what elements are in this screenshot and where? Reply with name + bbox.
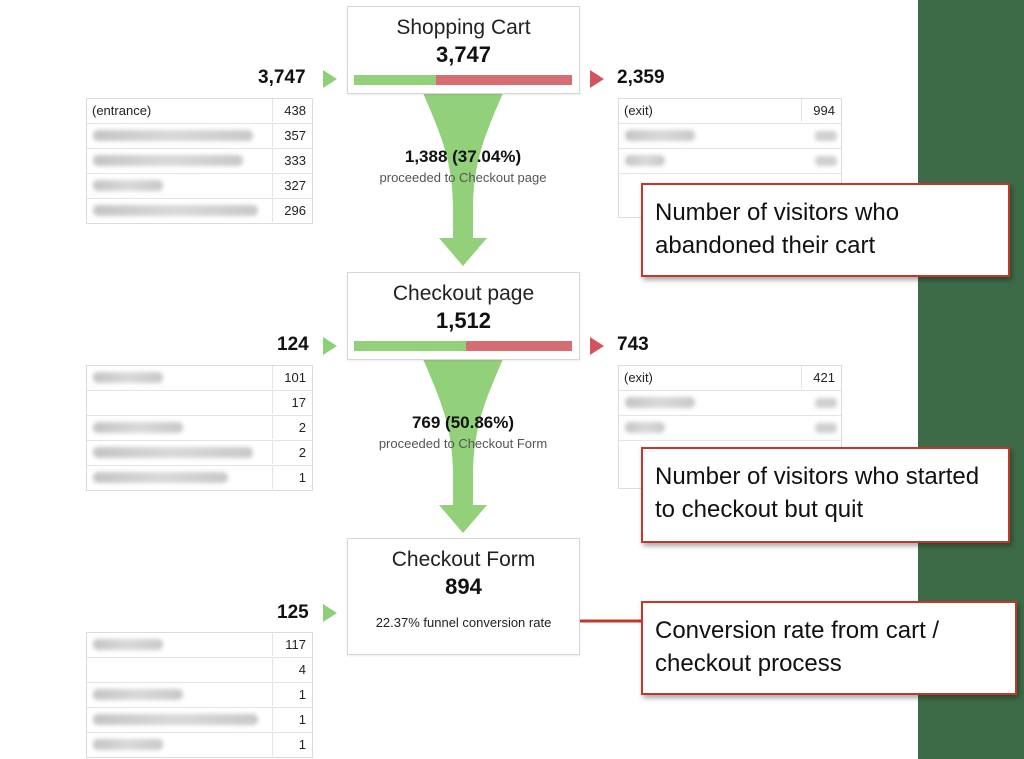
list-item-value: 1 <box>272 733 312 756</box>
list-item[interactable]: 327 <box>87 174 312 199</box>
list-item[interactable]: 4 <box>87 658 312 683</box>
stage-checkout-page[interactable]: Checkout page 1,512 <box>347 272 580 360</box>
stage-entries: 124 <box>277 334 309 355</box>
entrance-list: 101 17 2 2 1 <box>86 365 313 491</box>
callout-checkout-quit: Number of visitors who started to checko… <box>641 447 1010 543</box>
stage-exits: 743 <box>617 334 649 355</box>
transition-label: 769 (50.86%) proceeded to Checkout Form <box>348 413 578 451</box>
list-item-value: 2 <box>272 441 312 464</box>
list-item[interactable] <box>619 149 841 174</box>
list-item[interactable]: 333 <box>87 149 312 174</box>
entrance-list: 117 4 1 1 1 <box>86 632 313 758</box>
list-item-label: (exit) <box>624 370 653 385</box>
list-item[interactable]: 101 <box>87 366 312 391</box>
entry-arrow-icon <box>323 337 337 355</box>
list-item-label: (entrance) <box>92 103 152 118</box>
list-item[interactable]: 17 <box>87 391 312 416</box>
funnel-flow-2 <box>423 359 503 533</box>
list-item[interactable]: 1 <box>87 733 312 757</box>
list-item[interactable]: (exit) 994 <box>619 99 841 124</box>
list-item[interactable]: 1 <box>87 708 312 733</box>
list-item-value: 333 <box>272 149 312 172</box>
entry-arrow-icon <box>323 604 337 622</box>
list-item-value: 101 <box>272 366 312 389</box>
stage-title: Shopping Cart <box>396 16 531 39</box>
transition-count: 769 (50.86%) <box>411 413 515 432</box>
list-item-value: 421 <box>801 366 841 389</box>
list-item-value: 1 <box>272 683 312 706</box>
stage-count: 3,747 <box>435 42 492 67</box>
list-item-value: 1 <box>272 708 312 731</box>
stage-entries: 3,747 <box>258 67 306 88</box>
stage-title: Checkout Form <box>391 548 536 571</box>
list-item[interactable]: 1 <box>87 466 312 490</box>
list-item[interactable]: 296 <box>87 199 312 223</box>
callout-abandoned-cart: Number of visitors who abandoned their c… <box>641 183 1010 277</box>
funnel-flow-1 <box>423 93 503 266</box>
entry-arrow-icon <box>323 70 337 88</box>
stage-shopping-cart[interactable]: Shopping Cart 3,747 <box>347 6 580 94</box>
list-item[interactable]: 1 <box>87 683 312 708</box>
transition-description: proceeded to Checkout page <box>379 170 547 185</box>
list-item-value: 17 <box>272 391 312 414</box>
list-item-value: 438 <box>272 99 312 122</box>
list-item[interactable] <box>619 416 841 441</box>
list-item-value: 4 <box>272 658 312 681</box>
callout-conversion-rate: Conversion rate from cart / checkout pro… <box>641 601 1017 695</box>
stage-progress-bar <box>354 75 572 85</box>
list-item-value: 357 <box>272 124 312 147</box>
stage-entries: 125 <box>277 602 309 623</box>
list-item-value: 327 <box>272 174 312 197</box>
list-item[interactable]: (entrance) 438 <box>87 99 312 124</box>
exit-arrow-icon <box>590 70 604 88</box>
stage-title: Checkout page <box>392 282 535 305</box>
stage-progress-bar <box>354 341 572 351</box>
list-item-value: 994 <box>801 99 841 122</box>
list-item[interactable] <box>619 124 841 149</box>
list-item[interactable]: (exit) 421 <box>619 366 841 391</box>
list-item[interactable] <box>619 391 841 416</box>
list-item-value: 117 <box>272 633 312 656</box>
list-item[interactable]: 2 <box>87 441 312 466</box>
list-item-label: (exit) <box>624 103 653 118</box>
entrance-list: (entrance) 438 357 333 327 296 <box>86 98 313 224</box>
transition-count: 1,388 (37.04%) <box>404 147 522 166</box>
list-item[interactable]: 357 <box>87 124 312 149</box>
stage-count: 1,512 <box>435 308 492 333</box>
list-item-value: 2 <box>272 416 312 439</box>
funnel-conversion-rate: 22.37% funnel conversion rate <box>375 615 552 630</box>
list-item[interactable]: 2 <box>87 416 312 441</box>
exit-arrow-icon <box>590 337 604 355</box>
list-item-value: 296 <box>272 199 312 222</box>
list-item[interactable]: 117 <box>87 633 312 658</box>
transition-description: proceeded to Checkout Form <box>378 436 548 451</box>
stage-exits: 2,359 <box>617 67 665 88</box>
stage-count: 894 <box>445 574 482 599</box>
transition-label: 1,388 (37.04%) proceeded to Checkout pag… <box>348 147 578 185</box>
list-item-value: 1 <box>272 466 312 489</box>
stage-checkout-form[interactable]: Checkout Form 894 22.37% funnel conversi… <box>347 538 580 655</box>
